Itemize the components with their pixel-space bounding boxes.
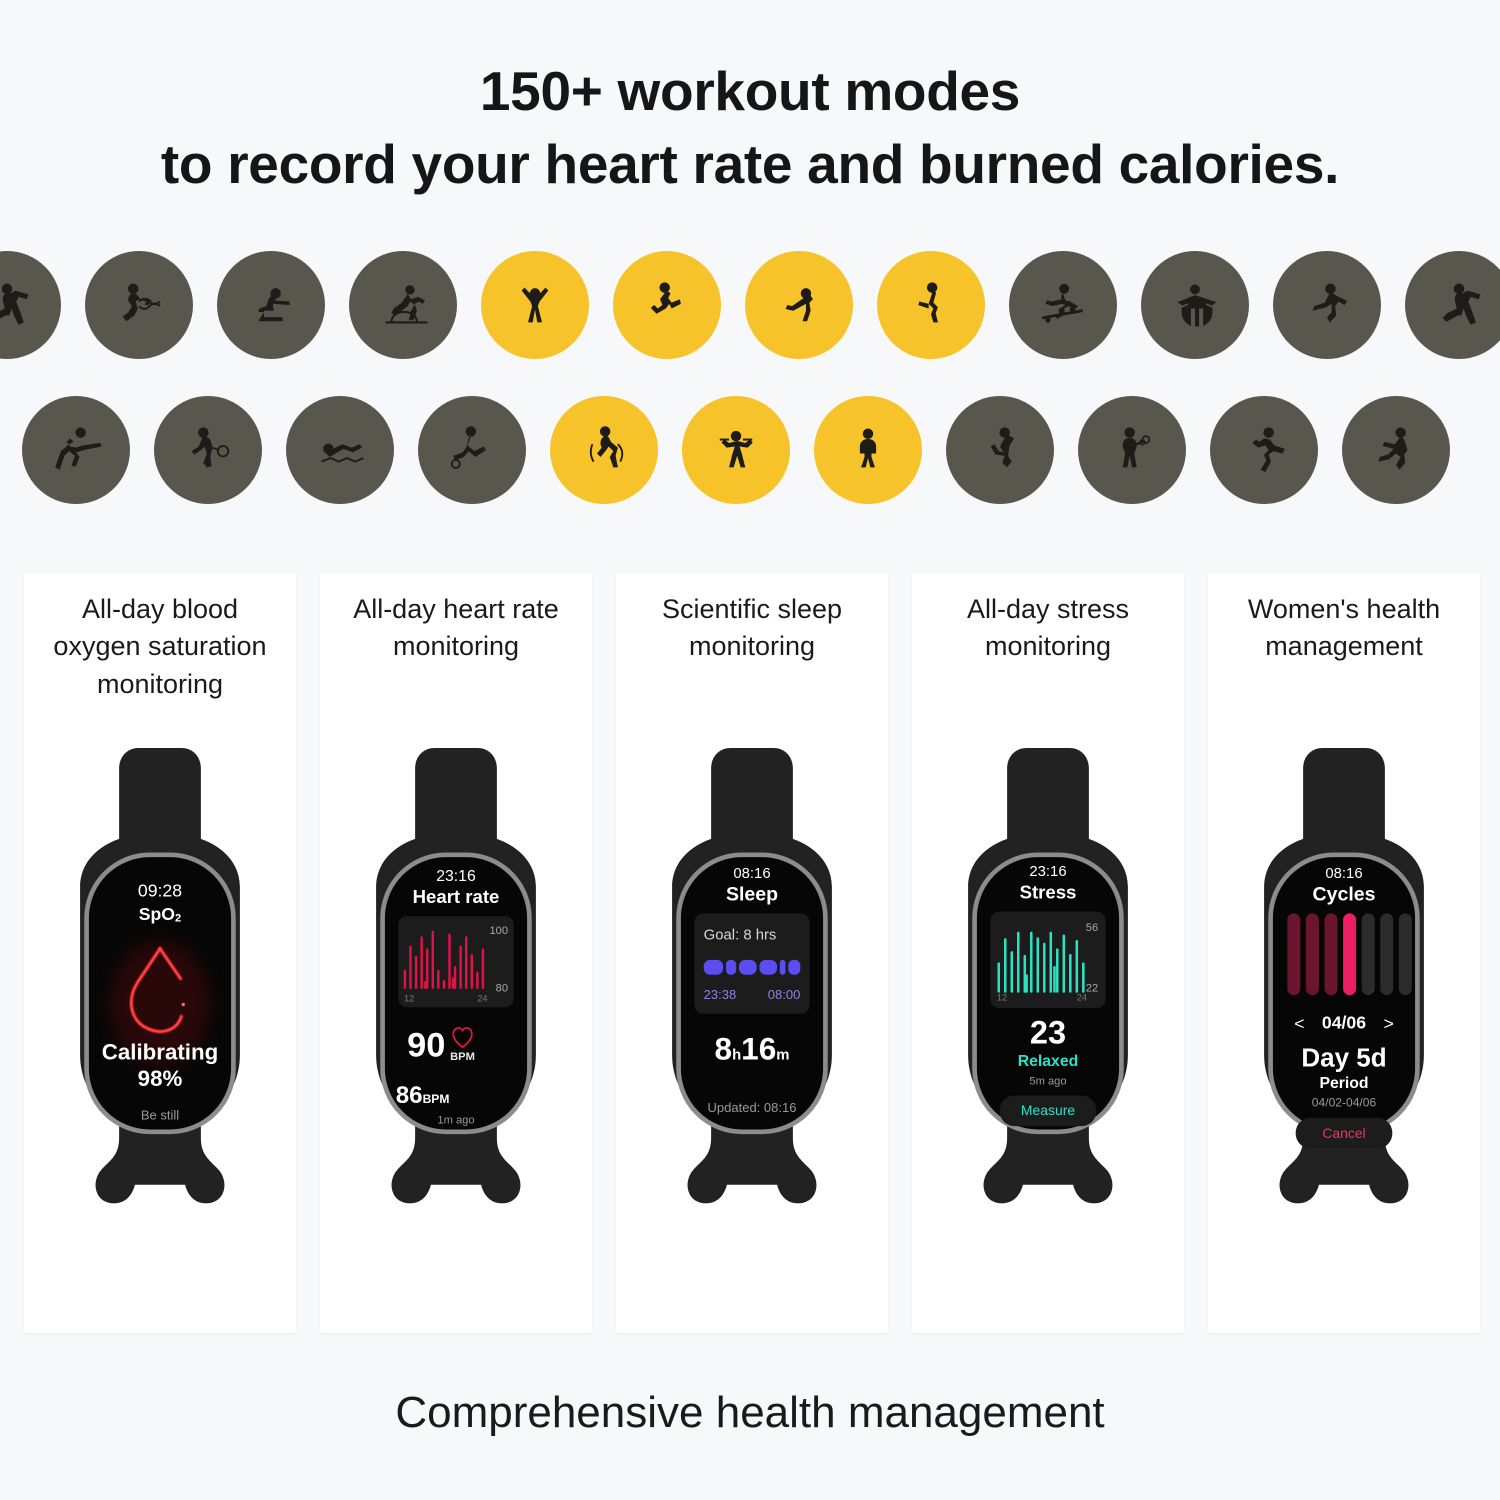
svg-text:90: 90 [407, 1026, 445, 1064]
svg-text:<: < [1294, 1014, 1304, 1034]
svg-text:09:28: 09:28 [138, 881, 182, 901]
svg-text:22: 22 [1086, 982, 1098, 994]
svg-text:23: 23 [1030, 1014, 1066, 1050]
svg-text:24: 24 [477, 994, 487, 1004]
svg-text:Updated: 08:16: Updated: 08:16 [708, 1100, 797, 1115]
svg-text:Goal: 8 hrs: Goal: 8 hrs [704, 927, 777, 943]
svg-text:BPM: BPM [450, 1051, 475, 1063]
svg-text:04/02-04/06: 04/02-04/06 [1312, 1096, 1377, 1110]
svg-text:Sleep: Sleep [726, 883, 778, 905]
svg-text:08:16: 08:16 [1325, 866, 1362, 882]
svg-text:>: > [1383, 1014, 1393, 1034]
svg-text:04/06: 04/06 [1322, 1013, 1366, 1033]
svg-text:12: 12 [997, 993, 1007, 1003]
svg-text:100: 100 [489, 925, 508, 937]
svg-text:5m ago: 5m ago [1029, 1075, 1066, 1087]
svg-text:Stress: Stress [1020, 882, 1077, 903]
svg-text:23:38: 23:38 [704, 987, 737, 1002]
svg-text:Be still: Be still [141, 1108, 179, 1123]
svg-text:SpO2: SpO2 [139, 904, 181, 925]
svg-text:Cancel: Cancel [1322, 1125, 1365, 1141]
svg-text:Heart rate: Heart rate [413, 886, 500, 907]
svg-text:98%: 98% [138, 1066, 183, 1091]
svg-text:08:00: 08:00 [768, 987, 801, 1002]
svg-text:Period: Period [1319, 1075, 1368, 1092]
svg-text:23:16: 23:16 [1029, 864, 1066, 880]
svg-text:12: 12 [404, 994, 414, 1004]
svg-text:Cycles: Cycles [1313, 883, 1376, 905]
svg-text:08:16: 08:16 [733, 866, 770, 882]
svg-text:1m ago: 1m ago [437, 1114, 474, 1126]
svg-text:24: 24 [1077, 993, 1087, 1003]
svg-text:Measure: Measure [1021, 1102, 1075, 1118]
svg-text:56: 56 [1086, 922, 1098, 934]
svg-text:Day 5d: Day 5d [1301, 1043, 1386, 1073]
svg-text:Calibrating: Calibrating [102, 1039, 218, 1064]
svg-text:23:16: 23:16 [436, 868, 476, 885]
svg-text:80: 80 [496, 982, 508, 994]
svg-text:Relaxed: Relaxed [1018, 1053, 1079, 1070]
